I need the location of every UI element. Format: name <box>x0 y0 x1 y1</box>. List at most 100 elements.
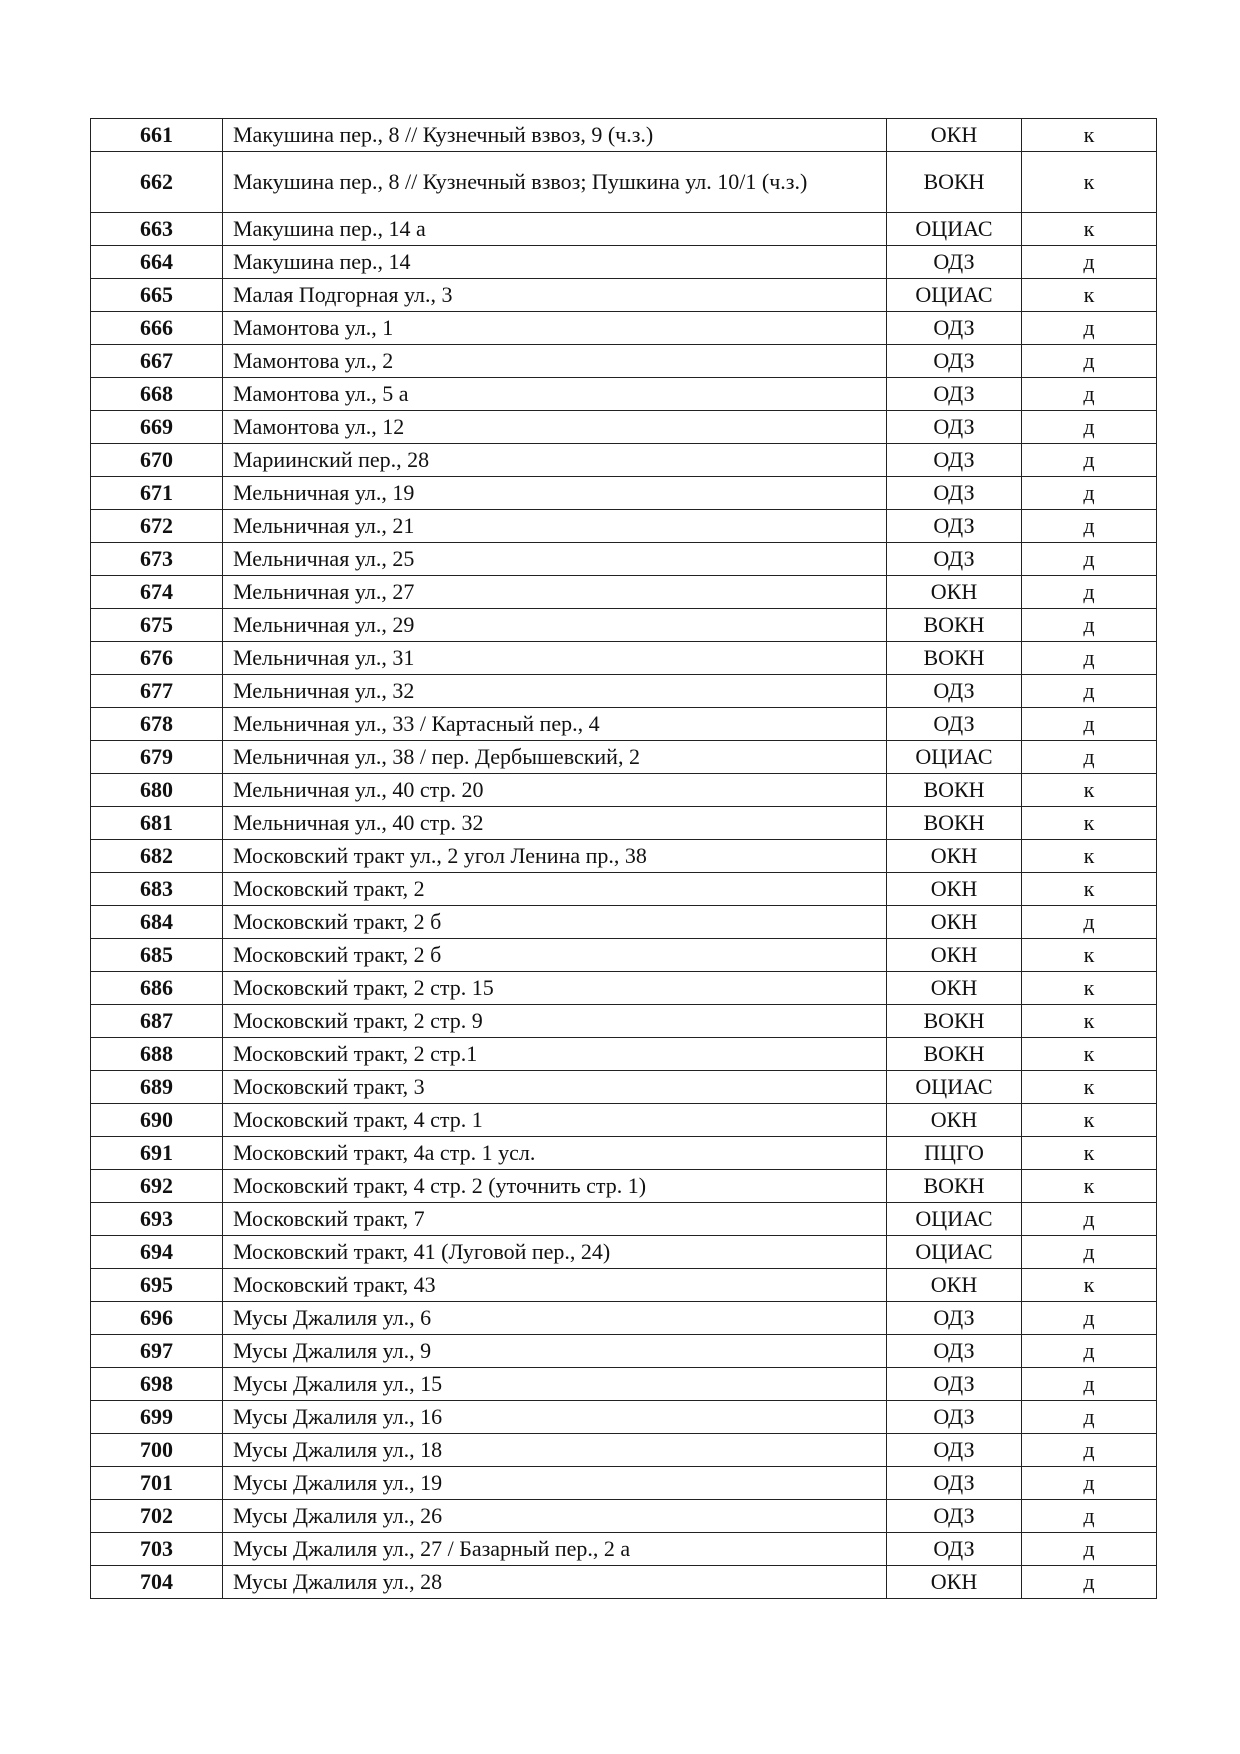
type-cell: д <box>1021 1334 1157 1368</box>
table-row: 692 Московский тракт, 4 стр. 2 (уточнить … <box>90 1169 1157 1203</box>
category-cell: ВОКН <box>886 1169 1022 1203</box>
row-number: 690 <box>90 1103 223 1137</box>
table-row: 671 Мельничная ул., 19 ОДЗ д <box>90 476 1157 510</box>
table-row: 681 Мельничная ул., 40 стр. 32 ВОКН к <box>90 806 1157 840</box>
row-number: 688 <box>90 1037 223 1071</box>
table-row: 684 Московский тракт, 2 б ОКН д <box>90 905 1157 939</box>
category-cell: ВОКН <box>886 773 1022 807</box>
category-cell: ОЦИАС <box>886 1235 1022 1269</box>
type-cell: д <box>1021 1565 1157 1599</box>
type-cell: к <box>1021 151 1157 213</box>
row-number: 676 <box>90 641 223 675</box>
table-row: 670 Мариинский пер., 28 ОДЗ д <box>90 443 1157 477</box>
category-cell: ОКН <box>886 905 1022 939</box>
table-row: 669 Мамонтова ул., 12 ОДЗ д <box>90 410 1157 444</box>
category-cell: ОКН <box>886 971 1022 1005</box>
row-number: 687 <box>90 1004 223 1038</box>
type-cell: д <box>1021 707 1157 741</box>
type-cell: д <box>1021 377 1157 411</box>
category-cell: ОЦИАС <box>886 1070 1022 1104</box>
table-row: 674 Мельничная ул., 27 ОКН д <box>90 575 1157 609</box>
category-cell: ОЦИАС <box>886 278 1022 312</box>
row-number: 665 <box>90 278 223 312</box>
address-cell: Московский тракт, 41 (Луговой пер., 24) <box>222 1235 887 1269</box>
type-cell: д <box>1021 410 1157 444</box>
table-row: 694 Московский тракт, 41 (Луговой пер., 2… <box>90 1235 1157 1269</box>
table-row: 693 Московский тракт, 7 ОЦИАС д <box>90 1202 1157 1236</box>
address-cell: Московский тракт, 2 б <box>222 938 887 972</box>
type-cell: д <box>1021 1433 1157 1467</box>
row-number: 669 <box>90 410 223 444</box>
type-cell: к <box>1021 1268 1157 1302</box>
type-cell: д <box>1021 1235 1157 1269</box>
table-row: 661 Макушина пер., 8 // Кузнечный взвоз, … <box>90 118 1157 152</box>
table-row: 682 Московский тракт ул., 2 угол Ленина п… <box>90 839 1157 873</box>
row-number: 664 <box>90 245 223 279</box>
address-cell: Мариинский пер., 28 <box>222 443 887 477</box>
row-number: 678 <box>90 707 223 741</box>
category-cell: ОКН <box>886 1103 1022 1137</box>
table-row: 675 Мельничная ул., 29 ВОКН д <box>90 608 1157 642</box>
objects-table: 661 Макушина пер., 8 // Кузнечный взвоз, … <box>90 118 1157 1599</box>
address-cell: Мельничная ул., 40 стр. 20 <box>222 773 887 807</box>
address-cell: Мусы Джалиля ул., 28 <box>222 1565 887 1599</box>
type-cell: д <box>1021 1367 1157 1401</box>
address-cell: Московский тракт, 2 стр. 15 <box>222 971 887 1005</box>
row-number: 689 <box>90 1070 223 1104</box>
type-cell: д <box>1021 1400 1157 1434</box>
row-number: 667 <box>90 344 223 378</box>
address-cell: Малая Подгорная ул., 3 <box>222 278 887 312</box>
row-number: 671 <box>90 476 223 510</box>
address-cell: Московский тракт ул., 2 угол Ленина пр.,… <box>222 839 887 873</box>
address-cell: Мусы Джалиля ул., 27 / Базарный пер., 2 … <box>222 1532 887 1566</box>
address-cell: Московский тракт, 2 б <box>222 905 887 939</box>
row-number: 693 <box>90 1202 223 1236</box>
type-cell: д <box>1021 674 1157 708</box>
table-row: 672 Мельничная ул., 21 ОДЗ д <box>90 509 1157 543</box>
table-row: 677 Мельничная ул., 32 ОДЗ д <box>90 674 1157 708</box>
address-cell: Мамонтова ул., 1 <box>222 311 887 345</box>
category-cell: ОКН <box>886 938 1022 972</box>
type-cell: к <box>1021 806 1157 840</box>
row-number: 691 <box>90 1136 223 1170</box>
type-cell: к <box>1021 278 1157 312</box>
address-cell: Макушина пер., 8 // Кузнечный взвоз; Пуш… <box>222 151 887 213</box>
table-row: 663 Макушина пер., 14 а ОЦИАС к <box>90 212 1157 246</box>
table-row: 680 Мельничная ул., 40 стр. 20 ВОКН к <box>90 773 1157 807</box>
category-cell: ОДЗ <box>886 1400 1022 1434</box>
category-cell: ОДЗ <box>886 674 1022 708</box>
address-cell: Макушина пер., 14 а <box>222 212 887 246</box>
row-number: 692 <box>90 1169 223 1203</box>
type-cell: д <box>1021 443 1157 477</box>
table-row: 683 Московский тракт, 2 ОКН к <box>90 872 1157 906</box>
category-cell: ОКН <box>886 575 1022 609</box>
type-cell: д <box>1021 1532 1157 1566</box>
type-cell: д <box>1021 905 1157 939</box>
address-cell: Московский тракт, 4 стр. 1 <box>222 1103 887 1137</box>
table-row: 699 Мусы Джалиля ул., 16 ОДЗ д <box>90 1400 1157 1434</box>
category-cell: ВОКН <box>886 806 1022 840</box>
category-cell: ОЦИАС <box>886 1202 1022 1236</box>
table-row: 696 Мусы Джалиля ул., 6 ОДЗ д <box>90 1301 1157 1335</box>
address-cell: Московский тракт, 4 стр. 2 (уточнить стр… <box>222 1169 887 1203</box>
row-number: 701 <box>90 1466 223 1500</box>
type-cell: д <box>1021 608 1157 642</box>
category-cell: ВОКН <box>886 1037 1022 1071</box>
row-number: 675 <box>90 608 223 642</box>
category-cell: ОДЗ <box>886 707 1022 741</box>
table-row: 679 Мельничная ул., 38 / пер. Дербышевски… <box>90 740 1157 774</box>
address-cell: Московский тракт, 7 <box>222 1202 887 1236</box>
type-cell: к <box>1021 1169 1157 1203</box>
category-cell: ВОКН <box>886 608 1022 642</box>
type-cell: д <box>1021 311 1157 345</box>
type-cell: д <box>1021 575 1157 609</box>
table-row: 668 Мамонтова ул., 5 а ОДЗ д <box>90 377 1157 411</box>
table-row: 676 Мельничная ул., 31 ВОКН д <box>90 641 1157 675</box>
address-cell: Мусы Джалиля ул., 6 <box>222 1301 887 1335</box>
address-cell: Мельничная ул., 31 <box>222 641 887 675</box>
address-cell: Мельничная ул., 19 <box>222 476 887 510</box>
table-row: 667 Мамонтова ул., 2 ОДЗ д <box>90 344 1157 378</box>
address-cell: Мусы Джалиля ул., 19 <box>222 1466 887 1500</box>
address-cell: Мусы Джалиля ул., 18 <box>222 1433 887 1467</box>
table-row: 686 Московский тракт, 2 стр. 15 ОКН к <box>90 971 1157 1005</box>
